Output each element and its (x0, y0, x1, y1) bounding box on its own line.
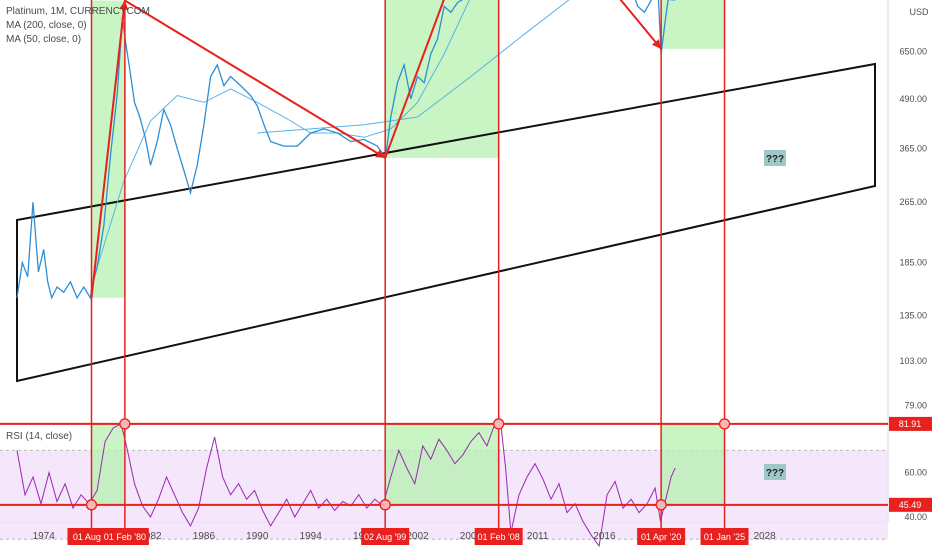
rsi-green-zone-2 (385, 423, 499, 505)
rsi-marker-4 (493, 418, 505, 430)
rsi-marker-2 (119, 418, 131, 430)
time-tick-11: 2028 (753, 531, 776, 542)
arrow-1 (90, 0, 126, 298)
arrow-1-head (119, 0, 129, 10)
price-tick-8: 650.00 (899, 46, 927, 56)
rsi-marker-5 (655, 499, 667, 511)
price-question-note-box (764, 150, 786, 166)
date-label-bg-4 (637, 528, 686, 545)
time-tick-9: 2011 (527, 531, 549, 542)
ma50-line (96, 0, 676, 268)
price-tick-9: 490.00 (899, 94, 927, 104)
date-label-0: 01 Aug '7 (73, 532, 110, 542)
date-label-bg-3 (474, 528, 523, 545)
rsi-green-zone-3 (661, 423, 725, 505)
legend-ma200[interactable]: MA (200, close, 0) (6, 20, 87, 31)
time-tick-3: 1986 (193, 531, 216, 542)
date-label-5: 01 Jan '25 (704, 532, 745, 542)
time-tick-2: 1982 (139, 531, 162, 542)
price-line (16, 0, 669, 300)
rsi-level-tag-1 (889, 497, 932, 512)
time-tick-8: 2006 (460, 531, 483, 542)
time-tick-5: 1994 (300, 531, 323, 542)
time-tick-0: 1974 (33, 531, 56, 542)
arrow-4-head (651, 39, 662, 49)
rsi-marker-3 (379, 499, 391, 511)
date-label-2: 02 Aug '99 (364, 532, 406, 542)
rsi-question-note-text: ??? (766, 468, 784, 479)
price-tick-13: 135.00 (899, 311, 927, 321)
ma200-line (257, 0, 570, 134)
date-label-1: 01 Feb '80 (104, 532, 146, 542)
green-zone-3 (661, 0, 725, 49)
price-tick-7: 900.00 (899, 0, 927, 2)
time-tick-10: 2016 (593, 531, 616, 542)
trend-channel (16, 62, 876, 383)
rsi-question-note-box (764, 464, 786, 480)
rsi-level-text-0: 81.91 (899, 419, 922, 429)
time-tick-4: 1990 (246, 531, 269, 542)
arrow-4 (619, 0, 662, 50)
price-axis-background (888, 0, 932, 550)
rsi-tick-2: 40.00 (904, 512, 927, 522)
arrow-3 (384, 0, 445, 159)
price-tick-11: 265.00 (899, 197, 927, 207)
rsi-level-text-1: 45.49 (899, 500, 922, 510)
green-zone-2 (385, 0, 499, 158)
price-tick-12: 185.00 (899, 258, 927, 268)
legend-ma50[interactable]: MA (50, close, 0) (6, 34, 82, 45)
rsi-marker-6 (718, 418, 731, 430)
price-tick-14: 103.00 (899, 356, 927, 366)
date-label-bg-1 (100, 528, 149, 545)
rsi-marker-1 (85, 499, 98, 511)
time-tick-7: 2002 (406, 531, 429, 542)
price-tick-10: 365.00 (899, 143, 927, 153)
date-label-3: 01 Feb '08 (478, 532, 520, 542)
rsi-level-tag-0 (889, 416, 932, 431)
arrow-2-head (375, 149, 386, 158)
price-question-note-text: ??? (766, 154, 784, 165)
arrow-2 (124, 0, 386, 159)
date-label-bg-2 (361, 528, 410, 545)
legend-main-title[interactable]: Platinum, 1M, CURRENCYCOM (6, 6, 150, 17)
rsi-tick-1: 60.00 (904, 468, 927, 478)
date-label-bg-5 (700, 528, 749, 545)
price-tick-15: 79.00 (904, 401, 927, 411)
date-label-4: 01 Apr '20 (641, 532, 681, 542)
currency-label: USD (909, 7, 929, 17)
legend-rsi[interactable]: RSI (14, close) (6, 431, 73, 442)
